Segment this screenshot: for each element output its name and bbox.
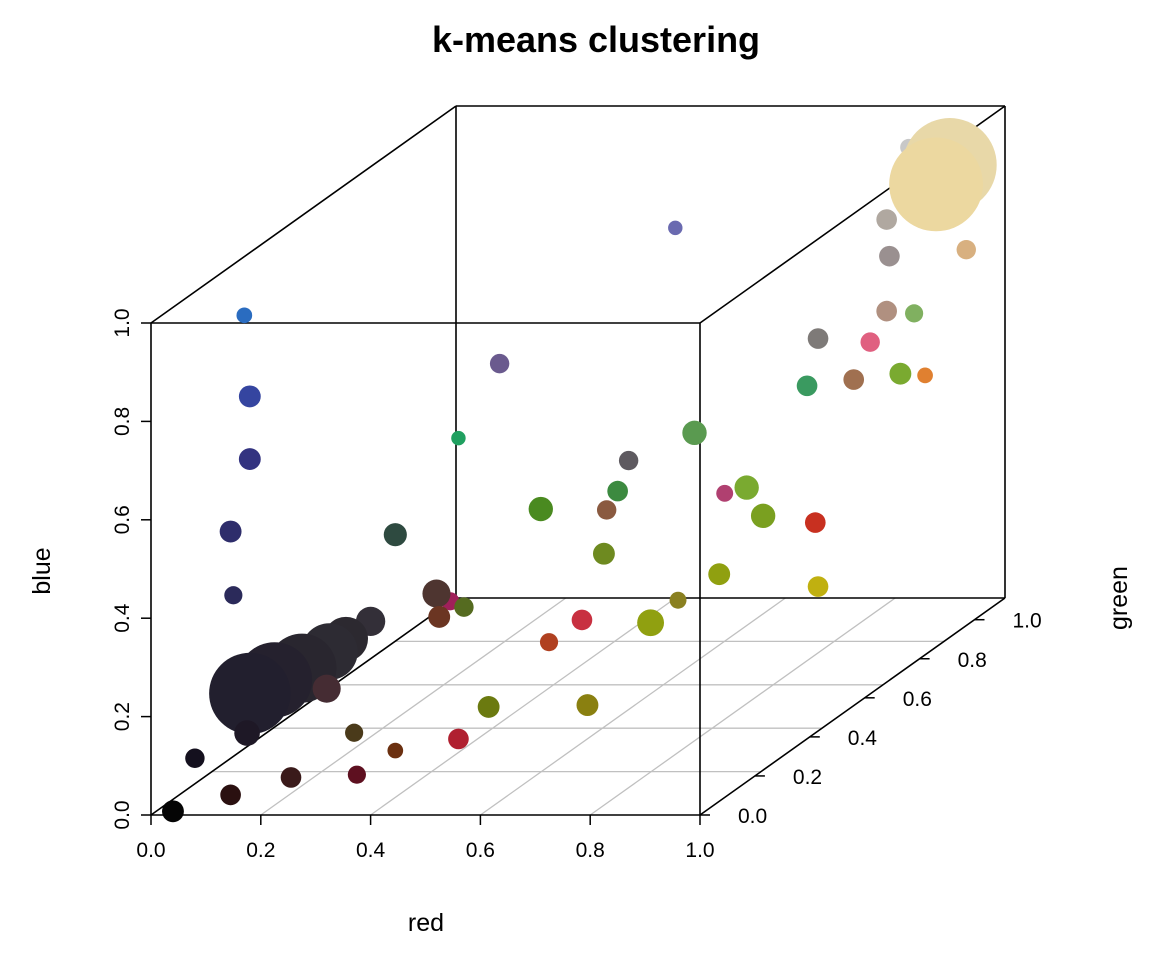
box-edge	[150, 597, 457, 816]
data-point	[843, 369, 865, 390]
data-point	[807, 328, 829, 349]
grid-line-red	[370, 597, 676, 816]
x-tick-label: 0.2	[246, 839, 275, 862]
data-point	[477, 695, 500, 718]
data-point	[956, 239, 976, 260]
data-point	[716, 484, 734, 502]
chart-title: k-means clustering	[432, 19, 760, 60]
data-point	[576, 694, 599, 717]
y-tick-label: 0.2	[793, 766, 822, 789]
z-tick-label: 0.0	[111, 800, 134, 829]
data-point	[637, 609, 665, 637]
y-tick-label: 0.0	[738, 805, 767, 828]
x-tick-label: 0.6	[466, 839, 495, 862]
data-point	[528, 496, 553, 522]
grid-line-red	[260, 597, 567, 816]
data-point	[669, 591, 687, 609]
data-point	[451, 430, 466, 446]
data-point	[209, 652, 291, 735]
data-point	[383, 523, 407, 547]
data-point	[571, 609, 593, 631]
data-point	[682, 420, 707, 446]
data-point	[234, 720, 260, 746]
data-point	[876, 300, 897, 322]
data-point	[734, 475, 759, 500]
data-point	[162, 800, 184, 823]
data-point	[750, 503, 776, 529]
data-point	[236, 307, 253, 324]
box-edge	[699, 597, 1006, 816]
data-point	[607, 480, 628, 502]
z-axis-label: blue	[28, 547, 56, 594]
data-point	[796, 375, 818, 397]
data-point	[345, 723, 364, 742]
data-point	[807, 576, 829, 597]
data-point	[280, 767, 302, 788]
data-point	[804, 512, 826, 533]
data-point	[905, 304, 924, 323]
data-point	[428, 605, 451, 628]
data-points	[162, 118, 997, 823]
grid-line-red	[589, 597, 896, 816]
data-point	[347, 765, 366, 784]
box-edge	[150, 105, 457, 324]
y-axis-label: green	[1105, 566, 1133, 630]
data-point	[876, 209, 897, 230]
z-tick-label: 0.4	[111, 603, 134, 633]
data-point	[860, 332, 880, 352]
data-point	[917, 367, 933, 384]
data-point	[454, 597, 474, 617]
data-point	[592, 542, 615, 565]
floor-grid	[212, 597, 944, 816]
data-point	[220, 784, 241, 806]
data-point	[489, 353, 510, 374]
axis-ticks: 0.0 0.2 0.4 0.6 0.8 1.0 0.0 0.2 0.4 0.6 0.8 1.0 0.0 0…	[111, 308, 1042, 862]
data-point	[668, 220, 683, 236]
x-tick-label: 1.0	[685, 839, 714, 862]
y-tick-label: 0.8	[958, 649, 987, 672]
y-tick-label: 0.6	[903, 688, 932, 711]
data-point	[539, 633, 559, 652]
z-tick-label: 0.2	[111, 702, 134, 731]
y-tick-label: 0.4	[848, 727, 878, 750]
data-point	[219, 520, 242, 543]
data-point	[238, 385, 261, 408]
z-tick-label: 0.8	[111, 407, 134, 436]
data-point	[596, 500, 617, 520]
y-tick-label: 1.0	[1013, 610, 1042, 633]
data-point	[618, 450, 639, 471]
data-point	[422, 579, 451, 608]
bounding-box	[150, 105, 1006, 816]
data-point	[238, 448, 261, 471]
data-point	[185, 748, 205, 768]
data-point	[708, 563, 731, 586]
data-point	[312, 674, 341, 703]
x-tick-label: 0.8	[576, 839, 605, 862]
data-point	[889, 137, 983, 232]
data-point	[387, 742, 404, 759]
data-point	[879, 245, 900, 267]
data-point	[889, 362, 912, 385]
x-axis-label: red	[408, 909, 444, 937]
grid-line-red	[480, 597, 786, 816]
z-tick-label: 0.6	[111, 505, 134, 534]
z-tick-label: 1.0	[111, 308, 134, 337]
data-point	[448, 728, 469, 750]
x-tick-label: 0.0	[136, 839, 165, 862]
data-point	[224, 586, 243, 605]
x-tick-label: 0.4	[356, 839, 386, 862]
